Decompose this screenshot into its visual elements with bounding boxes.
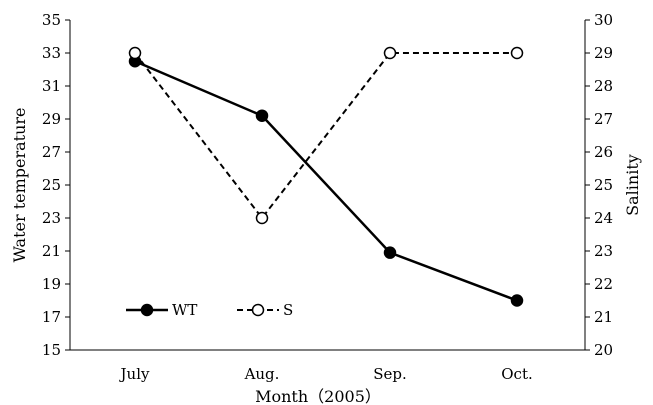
- right-tick-label: 23: [594, 242, 613, 260]
- legend-item-s: S: [237, 301, 293, 319]
- legend-item-wt: WT: [126, 301, 197, 319]
- right-y-axis-ticks: 20 21 22 23 24 25 26 27 28 29 30: [585, 11, 613, 359]
- legend-s-marker: [253, 305, 264, 316]
- series-s-point: [512, 48, 523, 59]
- right-tick-label: 22: [594, 275, 613, 293]
- series-wt-line: [135, 61, 517, 300]
- left-y-axis-ticks: 15 17 19 21 23 25 27 29 31 33 35: [42, 11, 70, 359]
- right-y-axis-title: Salinity: [623, 154, 642, 216]
- series-wt-point: [385, 247, 396, 258]
- left-tick-label: 17: [42, 308, 61, 326]
- right-tick-label: 30: [594, 11, 613, 29]
- series-s-point: [385, 48, 396, 59]
- left-tick-label: 21: [42, 242, 61, 260]
- right-tick-label: 29: [594, 44, 613, 62]
- right-tick-label: 27: [594, 110, 613, 128]
- left-y-axis-title: Water temperature: [10, 107, 29, 262]
- legend: WT S: [126, 301, 293, 319]
- right-tick-label: 28: [594, 77, 613, 95]
- left-tick-label: 29: [42, 110, 61, 128]
- series-s-point: [130, 48, 141, 59]
- right-tick-label: 24: [594, 209, 613, 227]
- legend-wt-label: WT: [172, 301, 197, 319]
- left-tick-label: 23: [42, 209, 61, 227]
- left-tick-label: 35: [42, 11, 61, 29]
- series-s-line: [135, 53, 517, 218]
- series-points: [130, 48, 523, 307]
- right-tick-label: 26: [594, 143, 613, 161]
- left-tick-label: 31: [42, 77, 61, 95]
- left-tick-label: 15: [42, 341, 61, 359]
- legend-wt-marker: [142, 305, 153, 316]
- legend-s-label: S: [283, 301, 293, 319]
- x-axis-title: Month（2005）: [255, 387, 381, 405]
- left-tick-label: 33: [42, 44, 61, 62]
- right-tick-label: 21: [594, 308, 613, 326]
- x-tick-label: Sep.: [373, 365, 407, 383]
- x-tick-label: Oct.: [501, 365, 533, 383]
- left-tick-label: 19: [42, 275, 61, 293]
- left-tick-label: 27: [42, 143, 61, 161]
- series-s-point: [257, 213, 268, 224]
- series-lines: [135, 53, 517, 301]
- x-tick-label: July: [119, 365, 150, 383]
- left-tick-label: 25: [42, 176, 61, 194]
- series-wt-point: [512, 295, 523, 306]
- right-tick-label: 25: [594, 176, 613, 194]
- x-tick-label: Aug.: [244, 365, 280, 383]
- right-tick-label: 20: [594, 341, 613, 359]
- x-axis-ticks: July Aug. Sep. Oct.: [119, 365, 533, 383]
- series-wt-point: [257, 110, 268, 121]
